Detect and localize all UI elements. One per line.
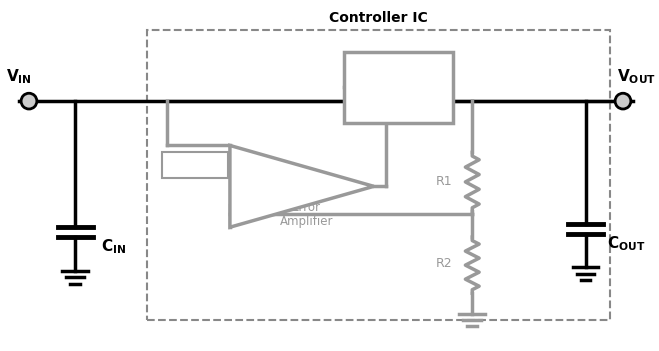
Polygon shape	[230, 145, 374, 227]
Text: Amplifier: Amplifier	[280, 215, 333, 228]
Circle shape	[21, 93, 37, 109]
Text: +: +	[244, 154, 258, 172]
Bar	[147, 30, 610, 320]
Text: Reference: Reference	[172, 161, 218, 170]
Text: $\mathbf{C_{IN}}$: $\mathbf{C_{IN}}$	[101, 238, 126, 256]
Circle shape	[615, 93, 631, 109]
Text: Error: Error	[292, 201, 322, 214]
Text: R2: R2	[436, 257, 453, 270]
Text: Pass: Pass	[384, 73, 413, 86]
Bar	[162, 152, 228, 178]
Text: FET: FET	[387, 90, 410, 103]
Text: R1: R1	[436, 176, 453, 188]
Text: −: −	[243, 195, 260, 214]
Bar	[344, 52, 453, 123]
Text: $\mathbf{C_{OUT}}$: $\mathbf{C_{OUT}}$	[607, 234, 646, 253]
Text: $\mathbf{V_{IN}}$: $\mathbf{V_{IN}}$	[6, 67, 32, 86]
Text: Controller IC: Controller IC	[330, 11, 428, 25]
Text: $\mathbf{V_{OUT}}$: $\mathbf{V_{OUT}}$	[617, 67, 656, 86]
